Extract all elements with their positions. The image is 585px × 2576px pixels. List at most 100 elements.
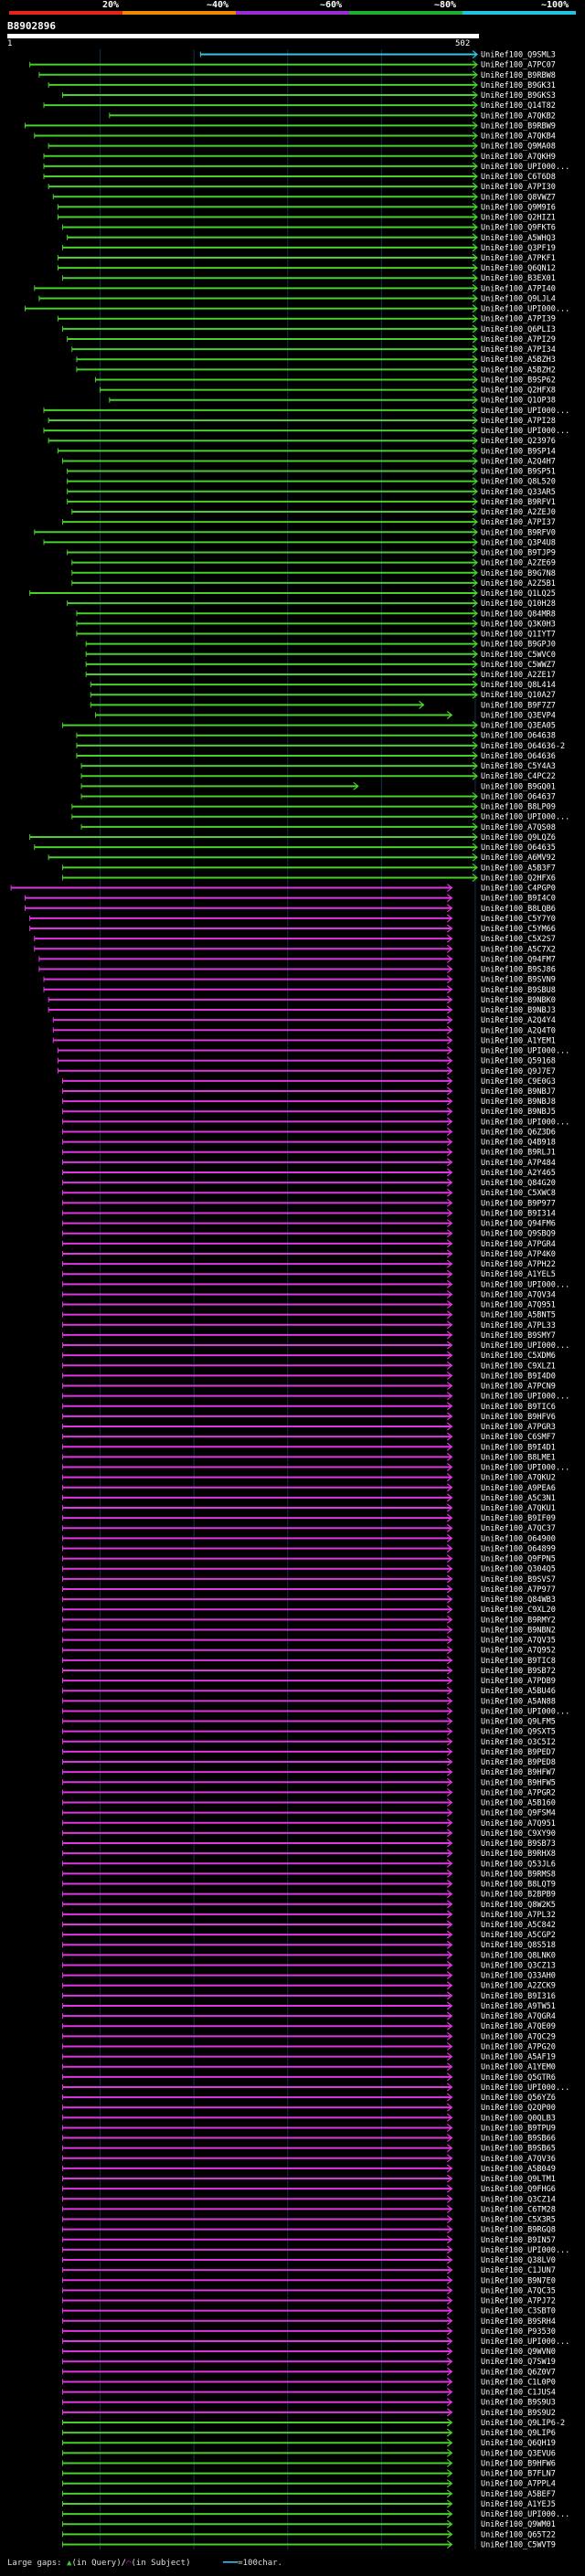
hit-label[interactable]: UniRef100_B9NBK0: [481, 996, 556, 1005]
hit-label[interactable]: UniRef100_A7Q951: [481, 1819, 556, 1829]
hit-label[interactable]: UniRef100_O64636: [481, 752, 556, 761]
hit-label[interactable]: UniRef100_Q9SBQ9: [481, 1230, 556, 1239]
hit-label[interactable]: UniRef100_B9I4D0: [481, 1372, 556, 1381]
hit-label[interactable]: UniRef100_A5C842: [481, 1921, 556, 1930]
hit-label[interactable]: UniRef100_A2Y465: [481, 1169, 556, 1178]
hit-label[interactable]: UniRef100_Q1OP38: [481, 397, 556, 406]
hit-label[interactable]: UniRef100_Q10H28: [481, 599, 556, 609]
hit-label[interactable]: UniRef100_B7FLN7: [481, 2470, 556, 2479]
hit-label[interactable]: UniRef100_P93530: [481, 2327, 556, 2337]
hit-label[interactable]: UniRef100_A5AN88: [481, 1697, 556, 1706]
hit-label[interactable]: UniRef100_B9RBW9: [481, 122, 556, 131]
hit-label[interactable]: UniRef100_B9SVN9: [481, 976, 556, 985]
hit-label[interactable]: UniRef100_Q23976: [481, 437, 556, 446]
hit-label[interactable]: UniRef100_A7P484: [481, 1159, 556, 1168]
hit-label[interactable]: UniRef100_B9TIC6: [481, 1403, 556, 1412]
hit-label[interactable]: UniRef100_Q3EVU6: [481, 2449, 556, 2458]
hit-label[interactable]: UniRef100_B9NBN2: [481, 1626, 556, 1635]
hit-label[interactable]: UniRef100_Q10A27: [481, 691, 556, 700]
hit-label[interactable]: UniRef100_O64900: [481, 1534, 556, 1543]
hit-label[interactable]: UniRef100_B9HFV6: [481, 1413, 556, 1422]
hit-label[interactable]: UniRef100_O64636-2: [481, 742, 565, 751]
hit-label[interactable]: UniRef100_A7P977: [481, 1585, 556, 1595]
hit-label[interactable]: UniRef100_Q84G20: [481, 1179, 556, 1188]
hit-label[interactable]: UniRef100_Q9FKT6: [481, 224, 556, 233]
hit-label[interactable]: UniRef100_A5B3F7: [481, 864, 556, 873]
hit-label[interactable]: UniRef100_A2Q4T0: [481, 1026, 556, 1035]
hit-label[interactable]: UniRef100_B9IN57: [481, 2236, 556, 2245]
hit-label[interactable]: UniRef100_A7PC07: [481, 61, 556, 70]
hit-label[interactable]: UniRef100_A5C7X2: [481, 945, 556, 954]
hit-label[interactable]: UniRef100_A7QC29: [481, 2032, 556, 2041]
hit-label[interactable]: UniRef100_B9SB73: [481, 1839, 556, 1849]
hit-label[interactable]: UniRef100_A7PCN9: [481, 1383, 556, 1392]
hit-label[interactable]: UniRef100_Q9SXT5: [481, 1728, 556, 1737]
hit-label[interactable]: UniRef100_C5Y7Y0: [481, 915, 556, 924]
hit-label[interactable]: UniRef100_A7PI37: [481, 518, 556, 527]
hit-label[interactable]: UniRef100_B9SBU8: [481, 986, 556, 995]
hit-label[interactable]: UniRef100_C3SBT0: [481, 2307, 556, 2316]
hit-label[interactable]: UniRef100_C9XY90: [481, 1829, 556, 1839]
hit-label[interactable]: UniRef100_Q53JL6: [481, 1860, 556, 1869]
hit-label[interactable]: UniRef100_Q6QN12: [481, 264, 556, 273]
hit-label[interactable]: UniRef100_Q9MA08: [481, 143, 556, 152]
hit-label[interactable]: UniRef100_B9F7Z7: [481, 701, 556, 710]
hit-label[interactable]: UniRef100_A7PG20: [481, 2042, 556, 2051]
hit-label[interactable]: UniRef100_A9TW51: [481, 2002, 556, 2011]
hit-label[interactable]: UniRef100_C9XL20: [481, 1606, 556, 1615]
hit-label[interactable]: UniRef100_Q2QP00: [481, 2104, 556, 2113]
hit-label[interactable]: UniRef100_A7QKB2: [481, 111, 556, 121]
hit-label[interactable]: UniRef100_A7PPL4: [481, 2480, 556, 2489]
hit-label[interactable]: UniRef100_C5X2S7: [481, 935, 556, 944]
hit-label[interactable]: UniRef100_Q14T82: [481, 101, 556, 111]
hit-label[interactable]: UniRef100_UPI000...: [481, 163, 569, 172]
hit-label[interactable]: UniRef100_A5BZH2: [481, 366, 556, 375]
hit-label[interactable]: UniRef100_O64899: [481, 1544, 556, 1553]
hit-label[interactable]: UniRef100_Q9LTM1: [481, 2175, 556, 2184]
hit-label[interactable]: UniRef100_B9HFW7: [481, 1768, 556, 1777]
hit-label[interactable]: UniRef100_Q1LQ25: [481, 589, 556, 599]
hit-label[interactable]: UniRef100_C6T6D8: [481, 173, 556, 182]
hit-label[interactable]: UniRef100_C5XWC8: [481, 1189, 556, 1198]
hit-label[interactable]: UniRef100_Q9LIP6-2: [481, 2419, 565, 2428]
hit-label[interactable]: UniRef100_A1YEL5: [481, 1270, 556, 1279]
hit-label[interactable]: UniRef100_Q65T22: [481, 2530, 556, 2539]
hit-label[interactable]: UniRef100_A5BU46: [481, 1687, 556, 1696]
hit-label[interactable]: UniRef100_B9RBW8: [481, 71, 556, 80]
hit-label[interactable]: UniRef100_C5XDM6: [481, 1352, 556, 1361]
hit-label[interactable]: UniRef100_Q2HFX6: [481, 874, 556, 883]
hit-label[interactable]: UniRef100_A7PI28: [481, 417, 556, 426]
hit-label[interactable]: UniRef100_Q84WB3: [481, 1595, 556, 1605]
hit-label[interactable]: UniRef100_Q33AR5: [481, 488, 556, 497]
hit-label[interactable]: UniRef100_UPI000...: [481, 407, 569, 416]
hit-label[interactable]: UniRef100_C5WWZ7: [481, 661, 556, 670]
hit-label[interactable]: UniRef100_Q7SW19: [481, 2358, 556, 2367]
hit-label[interactable]: UniRef100_A2ZE69: [481, 559, 556, 568]
hit-label[interactable]: UniRef100_A7QGR4: [481, 2012, 556, 2021]
hit-label[interactable]: UniRef100_B8LME1: [481, 1453, 556, 1462]
hit-label[interactable]: UniRef100_A7PI34: [481, 345, 556, 355]
hit-label[interactable]: UniRef100_UPI000...: [481, 1280, 569, 1289]
hit-label[interactable]: UniRef100_A7PI29: [481, 335, 556, 345]
hit-label[interactable]: UniRef100_Q9LFM5: [481, 1718, 556, 1727]
hit-label[interactable]: UniRef100_B9TIC8: [481, 1657, 556, 1666]
hit-label[interactable]: UniRef100_A5B049: [481, 2165, 556, 2174]
hit-label[interactable]: UniRef100_B9RFV1: [481, 498, 556, 507]
hit-label[interactable]: UniRef100_Q8S518: [481, 1941, 556, 1950]
hit-label[interactable]: UniRef100_B9SMY7: [481, 1331, 556, 1341]
hit-label[interactable]: UniRef100_A9PEA6: [481, 1484, 556, 1493]
hit-label[interactable]: UniRef100_Q9FSM4: [481, 1809, 556, 1818]
hit-label[interactable]: UniRef100_Q6QH19: [481, 2439, 556, 2448]
hit-label[interactable]: UniRef100_Q56YZ6: [481, 2094, 556, 2103]
hit-label[interactable]: UniRef100_Q4B918: [481, 1139, 556, 1148]
hit-label[interactable]: UniRef100_Q8L520: [481, 478, 556, 487]
hit-label[interactable]: UniRef100_Q6Z3D6: [481, 1128, 556, 1137]
hit-label[interactable]: UniRef100_A7Q952: [481, 1647, 556, 1656]
hit-label[interactable]: UniRef100_Q9WVN0: [481, 2348, 556, 2357]
hit-label[interactable]: UniRef100_Q8VWZ7: [481, 193, 556, 202]
hit-label[interactable]: UniRef100_B9SRH4: [481, 2317, 556, 2327]
hit-label[interactable]: UniRef100_A5BEF7: [481, 2490, 556, 2499]
hit-label[interactable]: UniRef100_A7PGR2: [481, 1788, 556, 1797]
hit-label[interactable]: UniRef100_B9I314: [481, 1209, 556, 1218]
hit-label[interactable]: UniRef100_Q59168: [481, 1057, 556, 1066]
